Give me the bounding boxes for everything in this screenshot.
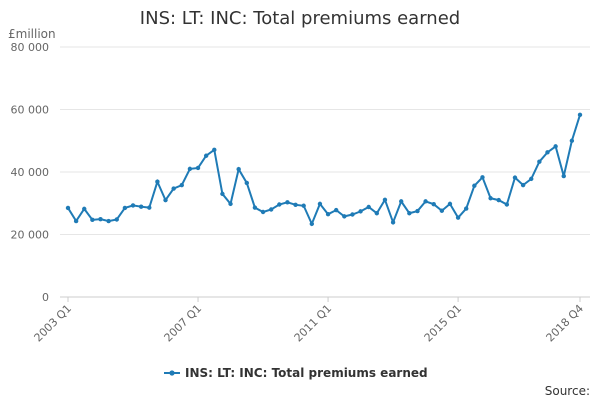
chart-title: INS: LT: INC: Total premiums earned: [140, 8, 460, 29]
data-point: [277, 202, 282, 207]
data-point: [342, 214, 347, 219]
data-point: [73, 218, 79, 224]
data-point: [244, 180, 249, 186]
data-point: [268, 207, 274, 212]
data-point: [260, 209, 266, 215]
data-point: [472, 183, 477, 188]
data-point: [114, 217, 119, 222]
data-point: [537, 159, 542, 164]
data-point: [447, 201, 453, 207]
data-point: [187, 166, 193, 172]
y-tick-label: 60 000: [11, 104, 50, 117]
data-point: [366, 204, 371, 210]
data-point: [569, 138, 575, 143]
data-point: [464, 206, 469, 211]
data-point: [374, 211, 380, 216]
series-line: [67, 114, 581, 227]
source-label: Source:: [545, 384, 590, 398]
data-point: [171, 186, 176, 191]
data-point: [90, 217, 95, 223]
data-point: [399, 199, 404, 204]
y-tick-label: 40 000: [11, 166, 50, 179]
data-point: [407, 211, 412, 216]
data-point: [98, 216, 103, 222]
data-point: [130, 203, 136, 208]
data-point: [415, 208, 420, 214]
legend: INS: LT: INC: Total premiums earned: [164, 366, 428, 380]
data-point: [480, 175, 485, 180]
data-point: [488, 196, 493, 201]
data-point: [228, 201, 233, 207]
legend-label: INS: LT: INC: Total premiums earned: [185, 366, 428, 380]
data-point: [179, 182, 184, 188]
y-tick-label: 80 000: [11, 41, 50, 54]
data-point: [301, 203, 306, 208]
y-axis-unit-label: £million: [8, 27, 56, 41]
x-tick-label: 2003 Q1: [32, 302, 75, 345]
data-point: [220, 191, 225, 197]
data-point: [195, 165, 201, 171]
data-point: [203, 153, 209, 158]
gridlines: [60, 46, 590, 235]
data-point: [529, 176, 534, 182]
series-points: [65, 112, 583, 227]
data-point: [520, 182, 526, 188]
legend-point-swatch: [169, 370, 175, 376]
data-point: [138, 204, 144, 209]
data-point: [577, 112, 583, 118]
data-point: [65, 205, 71, 211]
data-point: [82, 206, 87, 212]
data-point: [236, 166, 241, 172]
data-point: [106, 218, 111, 224]
x-tick-label: 2015 Q1: [422, 302, 465, 345]
x-tick-label: 2011 Q1: [292, 302, 335, 345]
data-point: [309, 221, 315, 227]
data-point: [155, 179, 160, 184]
data-point: [431, 201, 436, 207]
x-axis-ticks: 2003 Q1 2007 Q1 2011 Q1 2015 Q1 2018 Q4: [32, 297, 587, 345]
y-tick-label: 20 000: [11, 229, 50, 242]
data-point: [455, 215, 461, 220]
y-tick-label: 0: [42, 291, 49, 304]
data-point: [212, 147, 217, 153]
data-point: [293, 202, 298, 208]
data-point: [350, 212, 355, 217]
data-point: [122, 205, 128, 211]
data-point: [496, 197, 501, 203]
data-point: [553, 144, 558, 149]
x-tick-label: 2007 Q1: [162, 302, 205, 345]
data-point: [561, 173, 566, 179]
data-point: [545, 150, 550, 155]
x-tick-label: 2018 Q4: [544, 302, 587, 345]
data-point: [325, 211, 331, 217]
data-point: [147, 205, 152, 210]
data-point: [285, 200, 290, 205]
data-point: [390, 220, 396, 225]
data-point: [252, 205, 258, 210]
data-point: [439, 208, 445, 213]
data-point: [504, 202, 510, 207]
data-point: [382, 197, 388, 203]
data-point: [317, 201, 323, 207]
data-point: [163, 197, 168, 203]
data-point: [333, 207, 339, 213]
y-axis-tick-labels: 0 20 000 40 000 60 000 80 000: [11, 41, 50, 304]
data-point: [358, 209, 363, 214]
data-point: [512, 175, 518, 180]
data-point: [423, 199, 428, 204]
